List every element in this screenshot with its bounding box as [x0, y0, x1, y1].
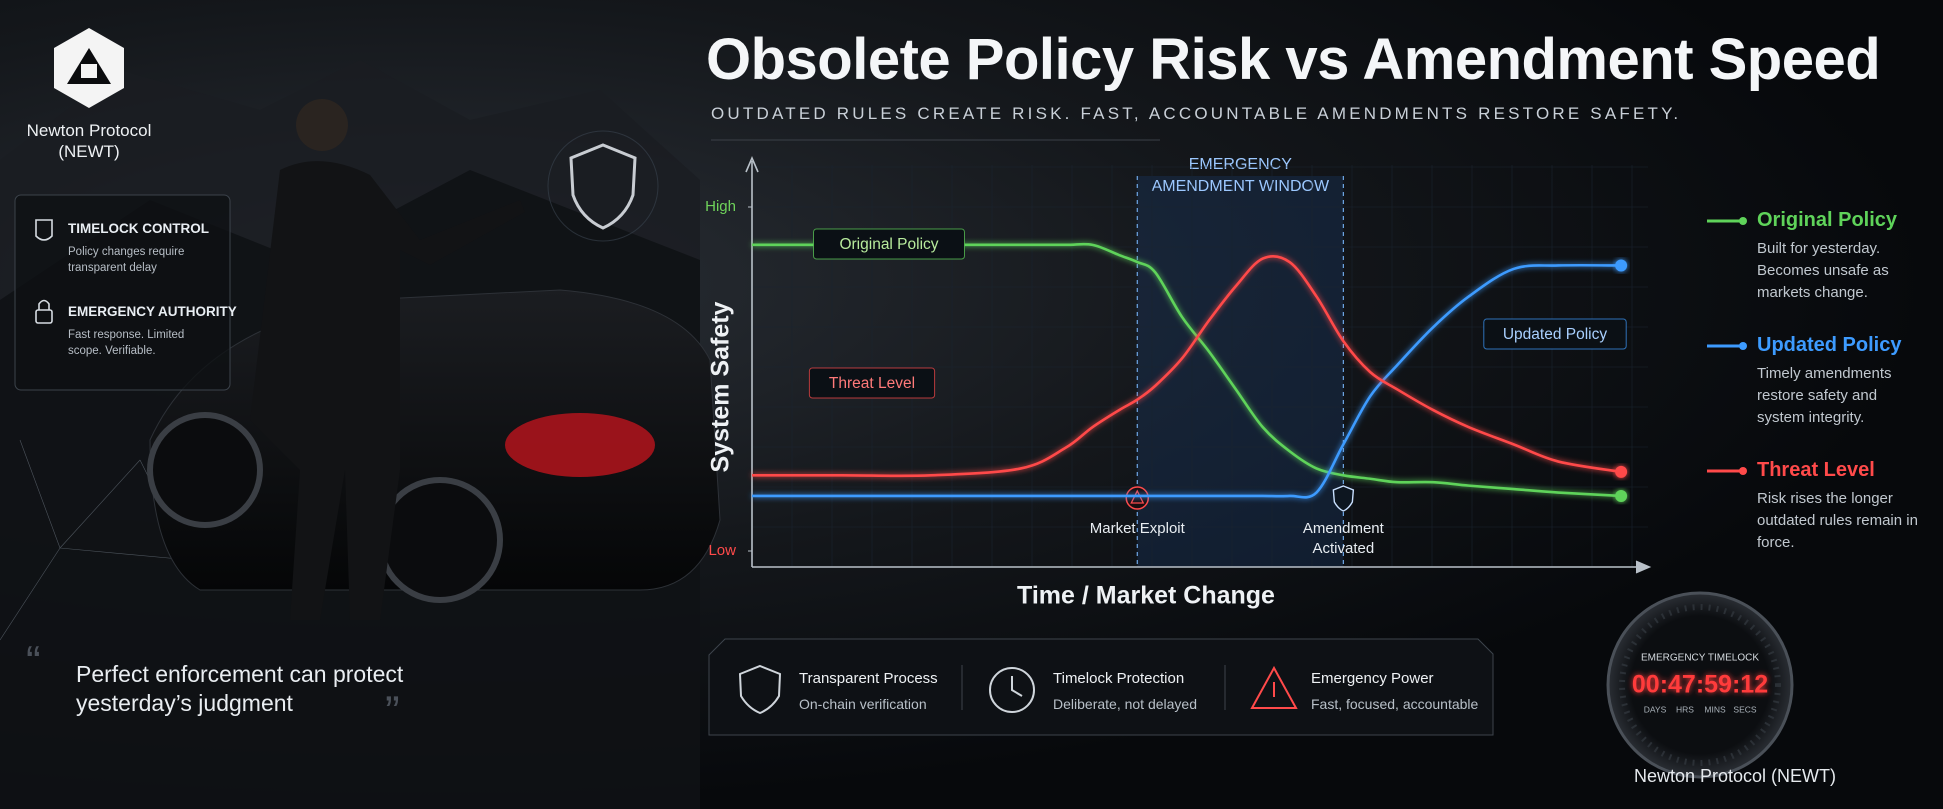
timer-unit: SECS — [1733, 704, 1756, 714]
window-label-line: EMERGENCY — [1189, 156, 1292, 173]
car-wheel — [147, 412, 263, 528]
quote: Perfect enforcement can protect yesterda… — [76, 661, 404, 716]
feature-text: Deliberate, not delayed — [1053, 696, 1197, 712]
event-label-line: Amendment — [1303, 520, 1385, 537]
series-line — [752, 254, 1622, 478]
person-head — [296, 99, 348, 151]
end-dot — [1615, 259, 1628, 272]
feature-title: Emergency Power — [1311, 670, 1434, 687]
footer: Newton Protocol (NEWT) — [1633, 766, 1837, 786]
sidebar-text: Policy changes require transparent delay — [68, 246, 185, 274]
emblem-shield — [569, 143, 637, 230]
timer-unit: HRS — [1676, 704, 1694, 714]
feature-icon — [738, 664, 782, 715]
series-line — [751, 263, 1622, 499]
sidebar-title: EMERGENCY AUTHORITY — [68, 304, 237, 319]
legend-name: Original Policy — [1757, 209, 1898, 231]
brand: Newton Protocol (NEWT) — [26, 121, 152, 161]
series-tag: Threat Level — [829, 375, 915, 392]
timer-label: EMERGENCY TIMELOCK — [1641, 653, 1759, 664]
sidebar-icon — [35, 309, 53, 324]
series-tag: Updated Policy — [1503, 326, 1608, 343]
feature-title: Timelock Protection — [1053, 670, 1185, 687]
timer-ticks — [1619, 604, 1781, 766]
car-wheel — [377, 477, 503, 603]
y-axis-arrow — [745, 155, 759, 173]
event-label-line: Activated — [1313, 540, 1375, 557]
y-axis-label: System Safety — [707, 301, 735, 472]
legend-entry: Updated Policy Timely amendments restore … — [1757, 334, 1922, 429]
logo-mark — [81, 64, 97, 78]
x-axis-arrow — [1635, 560, 1652, 574]
amendment-window — [1137, 176, 1344, 567]
event-label: Market Exploit — [1090, 520, 1186, 537]
timer-unit: MINS — [1704, 704, 1726, 714]
series-tag-box — [1483, 318, 1627, 350]
feature: Transparent Process On-chain verificatio… — [799, 670, 938, 712]
sidebar-panel — [14, 194, 231, 391]
sidebar-title: TIMELOCK CONTROL — [68, 221, 209, 236]
window-label: EMERGENCY AMENDMENT WINDOW — [1152, 156, 1330, 195]
legend-desc: Risk rises the longer outdated rules rem… — [1757, 490, 1918, 551]
feature: Timelock Protection Deliberate, not dela… — [1053, 670, 1197, 712]
legend-name: Threat Level — [1757, 459, 1875, 481]
sidebar-icon — [35, 219, 53, 241]
feature-icon — [1011, 676, 1023, 697]
series-tag: Original Policy — [839, 236, 938, 253]
y-tick-label: Low — [708, 542, 736, 559]
legend-entry: Threat Level Risk rises the longer outdat… — [1757, 459, 1922, 554]
features-panel — [708, 638, 1494, 736]
event-icon — [1332, 485, 1355, 512]
title: Obsolete Policy Risk vs Amendment Speed — [706, 27, 1881, 92]
series-tag-box — [813, 228, 965, 260]
legend-swatch — [1739, 217, 1747, 225]
sidebar-text: Fast response. Limited scope. Verifiable… — [68, 329, 185, 357]
end-dot — [1615, 489, 1628, 502]
sidebar-icon — [38, 299, 50, 310]
feature: Emergency Power Fast, focused, accountab… — [1311, 670, 1478, 712]
end-dot — [1615, 465, 1628, 478]
legend-swatch — [1739, 342, 1747, 350]
legend-name: Updated Policy — [1757, 334, 1902, 356]
feature-text: Fast, focused, accountable — [1311, 696, 1479, 712]
feature-icon — [989, 667, 1035, 713]
quote-mark: “ — [26, 638, 41, 687]
legend-entry: Original Policy Built for yesterday. Beco… — [1757, 209, 1922, 304]
window-label-line: AMENDMENT WINDOW — [1152, 178, 1330, 195]
event-label: Amendment Activated — [1303, 520, 1385, 557]
quote-mark: ” — [385, 688, 400, 737]
feature-text: On-chain verification — [799, 696, 927, 712]
sidebar-card: EMERGENCY AUTHORITY Fast response. Limit… — [68, 304, 237, 359]
person-body — [250, 161, 525, 620]
series-line — [752, 242, 1622, 498]
sidebar-card: TIMELOCK CONTROL Policy changes require … — [68, 221, 209, 276]
emblem-ring — [547, 130, 659, 242]
car-taillight — [505, 413, 655, 477]
timer-dial — [1606, 591, 1794, 779]
timer-unit: DAYS — [1644, 704, 1667, 714]
subtitle: OUTDATED RULES CREATE RISK. FAST, ACCOUN… — [711, 104, 1682, 123]
timer-time: 00:47:59:12 — [1632, 671, 1768, 699]
feature-icon — [1250, 665, 1298, 709]
x-axis-label: Time / Market Change — [1017, 582, 1275, 610]
y-tick-label: High — [705, 198, 736, 215]
legend-desc: Built for yesterday. Becomes unsafe as m… — [1757, 240, 1889, 301]
series-tag-box — [808, 367, 936, 399]
feature-title: Transparent Process — [799, 670, 938, 687]
legend-swatch — [1739, 467, 1747, 475]
legend-desc: Timely amendments restore safety and sys… — [1757, 365, 1892, 426]
